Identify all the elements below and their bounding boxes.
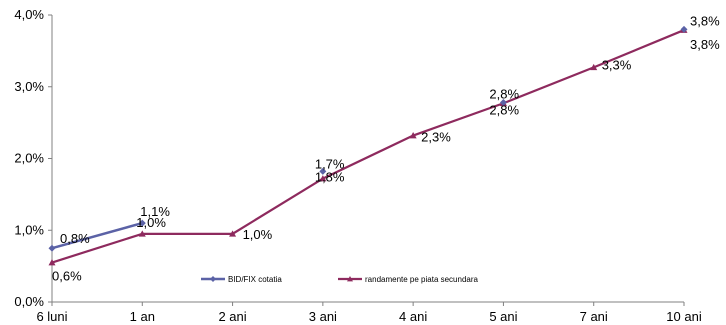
series-line-bid-fix [51,221,143,250]
data-label-randamente: 1,8% [315,170,345,185]
x-tick-label: 5 ani [489,309,517,324]
x-tick-label: 2 ani [218,309,246,324]
y-tick-label: 1,0% [14,222,44,237]
point-bid-fix [138,219,146,227]
point-bid-fix [680,25,688,33]
y-tick-label: 2,0% [14,151,44,166]
x-tick-label: 6 luni [36,309,67,324]
point-randamente [48,259,56,266]
y-tick-label: 3,0% [14,79,44,94]
data-label-bid-fix: 1,1% [140,204,170,219]
data-label-bid-fix: 2,8% [489,87,519,102]
data-label-randamente: 1,0% [243,227,273,242]
y-tick-label: 4,0% [14,7,44,22]
x-tick-label: 1 an [130,309,155,324]
x-tick-label: 3 ani [309,309,337,324]
x-tick-label: 4 ani [399,309,427,324]
legend-marker-randamente [347,276,353,282]
series-line-randamente [51,29,685,264]
y-tick-label: 0,0% [14,294,44,309]
data-label-randamente: 1,0% [136,215,166,230]
point-bid-fix [319,167,327,175]
axes: 0,0% 1,0% 2,0% 3,0% 4,0% 6 luni 1 an 2 ani 3 ani… [14,7,701,324]
point-bid-fix [499,99,507,107]
point-randamente [409,132,417,139]
point-bid-fix [48,244,56,252]
data-label-bid-fix: 3,8% [690,13,720,28]
point-randamente [138,230,146,237]
data-label-randamente: 3,8% [690,37,720,52]
point-randamente [590,63,598,71]
data-label-randamente: 2,3% [421,130,451,145]
data-label-bid-fix: 0,8% [60,231,90,246]
data-label-randamente: 2,8% [489,102,519,117]
legend-label-randamente: randamente pe piata secundara [365,275,479,284]
point-randamente [319,175,327,182]
data-label-randamente: 0,6% [52,269,82,284]
x-tick-label: 10 ani [666,309,702,324]
legend-marker-bid-fix [210,276,216,282]
data-label-randamente: 3,3% [602,57,632,72]
legend: BID/FIX cotatia randamente pe piata secun… [201,275,479,284]
x-tick-label: 7 ani [580,309,608,324]
data-labels: 0,8% 1,1% 1,7% 2,8% 3,8% 0,6% 1,0% 1,0% 1,8% 2,3%… [52,13,720,283]
data-label-bid-fix: 1,7% [315,156,345,171]
legend-label-bid-fix: BID/FIX cotatia [228,275,282,284]
point-randamente [229,230,237,237]
plot-area [48,25,688,266]
